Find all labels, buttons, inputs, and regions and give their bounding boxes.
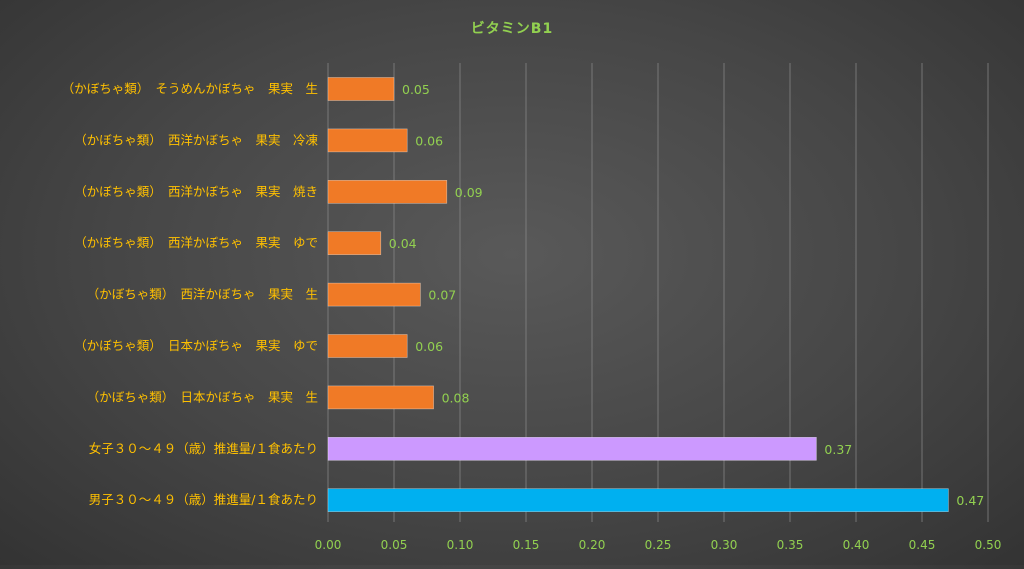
x-tick-label: 0.00 <box>315 538 342 552</box>
bar <box>327 180 448 204</box>
category-label: （かぼちゃ類） 西洋かぼちゃ 果実 生 <box>87 287 318 302</box>
category-label: （かぼちゃ類） そうめんかぼちゃ 果実 生 <box>62 81 318 96</box>
data-label: 0.05 <box>402 82 430 97</box>
x-tick-label: 0.15 <box>513 538 540 552</box>
data-label: 0.07 <box>428 288 456 303</box>
data-label: 0.04 <box>389 236 417 251</box>
bar <box>327 282 421 307</box>
category-label: 女子３０～４９（歳）推進量/１食あたり <box>89 441 318 456</box>
x-tick-label: 0.10 <box>447 538 474 552</box>
data-label: 0.06 <box>415 339 443 354</box>
category-label: （かぼちゃ類） 西洋かぼちゃ 果実 焼き <box>74 184 318 199</box>
bar <box>327 77 395 101</box>
x-tick-label: 0.50 <box>975 538 1002 552</box>
data-label: 0.06 <box>415 133 443 148</box>
category-label: （かぼちゃ類） 西洋かぼちゃ 果実 ゆで <box>74 235 318 250</box>
bar <box>327 231 382 255</box>
bar <box>327 436 817 461</box>
x-axis-tick-labels: 0.00 0.05 0.10 0.15 0.20 0.25 0.30 0.35 0.40 0.45… <box>315 538 1002 552</box>
x-tick-label: 0.30 <box>711 538 738 552</box>
category-label: 男子３０～４９（歳）推進量/１食あたり <box>89 492 318 507</box>
x-tick-label: 0.25 <box>645 538 672 552</box>
data-label: 0.08 <box>442 390 470 405</box>
category-label: （かぼちゃ類） 日本かぼちゃ 果実 ゆで <box>74 338 318 353</box>
x-tick-label: 0.35 <box>777 538 804 552</box>
x-tick-label: 0.45 <box>909 538 936 552</box>
value-labels: 0.05 0.06 0.09 0.04 0.07 0.06 0.08 0.37 0.47 <box>389 82 984 508</box>
category-label: （かぼちゃ類） 西洋かぼちゃ 果実 冷凍 <box>74 132 318 147</box>
data-label: 0.47 <box>956 493 984 508</box>
x-tick-label: 0.40 <box>843 538 870 552</box>
bar <box>327 488 949 513</box>
x-tick-label: 0.05 <box>381 538 408 552</box>
bars <box>327 77 949 513</box>
chart-title: ビタミンB1 <box>471 21 553 37</box>
bar <box>327 334 408 358</box>
bar <box>327 385 434 410</box>
data-label: 0.37 <box>824 442 852 457</box>
category-labels: （かぼちゃ類） そうめんかぼちゃ 果実 生 （かぼちゃ類） 西洋かぼちゃ 果実 冷… <box>62 81 319 507</box>
bar <box>327 128 408 153</box>
category-label: （かぼちゃ類） 日本かぼちゃ 果実 生 <box>87 389 318 404</box>
x-tick-label: 0.20 <box>579 538 606 552</box>
data-label: 0.09 <box>455 185 483 200</box>
